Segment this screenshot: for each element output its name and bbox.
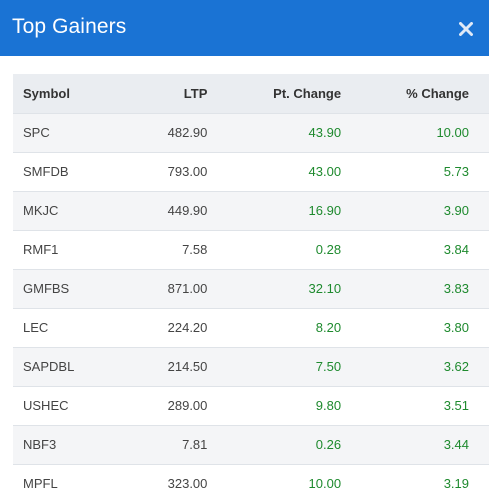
- close-icon: [459, 22, 473, 36]
- cell-ltp: 482.90: [167, 125, 208, 140]
- cell-pct-change: 3.51: [443, 398, 469, 413]
- cell-symbol: RMF1: [23, 242, 59, 257]
- table-row[interactable]: SAPDBL 214.50 7.50 3.62: [13, 347, 489, 386]
- cell-pct-change: 10.00: [436, 125, 469, 140]
- cell-pct-change: 3.83: [443, 281, 469, 296]
- cell-symbol: MKJC: [23, 203, 59, 218]
- cell-ltp: 7.81: [182, 437, 208, 452]
- cell-pct-change: 3.44: [443, 437, 469, 452]
- table-row[interactable]: MPFL 323.00 10.00 3.19: [13, 464, 489, 497]
- cell-pt-change: 43.90: [308, 125, 342, 140]
- cell-symbol: SPC: [23, 125, 50, 140]
- cell-pt-change: 43.00: [308, 164, 342, 179]
- table-row[interactable]: USHEC 289.00 9.80 3.51: [13, 386, 489, 425]
- modal-title: Top Gainers: [12, 14, 127, 38]
- cell-symbol: SAPDBL: [23, 359, 75, 374]
- table-row[interactable]: GMFBS 871.00 32.10 3.83: [13, 269, 489, 308]
- cell-pt-change: 7.50: [315, 359, 342, 374]
- table-row[interactable]: MKJC 449.90 16.90 3.90: [13, 191, 489, 230]
- cell-ltp: 793.00: [167, 164, 208, 179]
- cell-pct-change: 3.90: [443, 203, 469, 218]
- cell-ltp: 871.00: [167, 281, 208, 296]
- cell-pt-change: 16.90: [308, 203, 342, 218]
- close-button[interactable]: [455, 18, 477, 40]
- table-row[interactable]: SPC 482.90 43.90 10.00: [13, 113, 489, 152]
- table-row[interactable]: LEC 224.20 8.20 3.80: [13, 308, 489, 347]
- column-header-pt-change[interactable]: Pt. Change: [273, 85, 342, 101]
- cell-symbol: LEC: [23, 320, 49, 335]
- cell-symbol: GMFBS: [23, 281, 70, 296]
- table-body: SPC 482.90 43.90 10.00 SMFDB 793.00 43.0…: [13, 113, 489, 497]
- cell-pct-change: 3.84: [443, 242, 469, 257]
- column-header-symbol[interactable]: Symbol: [23, 85, 70, 101]
- cell-pct-change: 3.80: [443, 320, 469, 335]
- table-header-row: Symbol LTP Pt. Change % Change: [13, 74, 489, 113]
- cell-pct-change: 3.62: [443, 359, 469, 374]
- table-row[interactable]: SMFDB 793.00 43.00 5.73: [13, 152, 489, 191]
- cell-pt-change: 0.26: [315, 437, 342, 452]
- gainers-table-container: Symbol LTP Pt. Change % Change SPC 482.9…: [13, 74, 489, 497]
- cell-ltp: 323.00: [167, 476, 208, 492]
- cell-ltp: 214.50: [167, 359, 208, 374]
- gainers-table: Symbol LTP Pt. Change % Change SPC 482.9…: [13, 74, 489, 497]
- cell-ltp: 7.58: [182, 242, 208, 257]
- table-row[interactable]: RMF1 7.58 0.28 3.84: [13, 230, 489, 269]
- cell-symbol: MPFL: [23, 476, 58, 492]
- cell-symbol: NBF3: [23, 437, 57, 452]
- modal-header: Top Gainers: [0, 0, 489, 56]
- cell-pt-change: 9.80: [315, 398, 342, 413]
- table-row[interactable]: NBF3 7.81 0.26 3.44: [13, 425, 489, 464]
- column-header-ltp[interactable]: LTP: [183, 85, 208, 101]
- cell-pt-change: 0.28: [315, 242, 342, 257]
- cell-ltp: 224.20: [167, 320, 208, 335]
- cell-pt-change: 10.00: [308, 476, 342, 492]
- column-header-pct-change[interactable]: % Change: [406, 85, 469, 101]
- cell-pt-change: 8.20: [315, 320, 342, 335]
- cell-ltp: 449.90: [167, 203, 208, 218]
- cell-pct-change: 5.73: [443, 164, 469, 179]
- cell-ltp: 289.00: [167, 398, 208, 413]
- cell-pct-change: 3.19: [443, 476, 469, 492]
- cell-symbol: SMFDB: [23, 164, 69, 179]
- cell-pt-change: 32.10: [308, 281, 342, 296]
- cell-symbol: USHEC: [23, 398, 69, 413]
